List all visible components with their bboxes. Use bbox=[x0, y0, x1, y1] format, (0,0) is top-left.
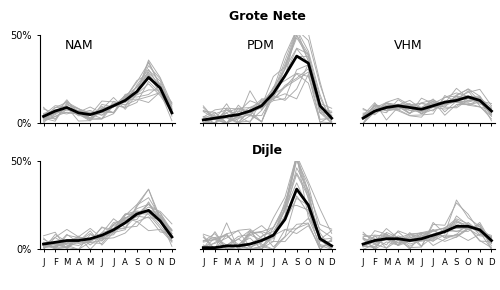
Text: VHM: VHM bbox=[394, 39, 422, 52]
Text: NAM: NAM bbox=[64, 39, 93, 52]
Text: Dijle: Dijle bbox=[252, 144, 283, 157]
Text: Grote Nete: Grote Nete bbox=[229, 10, 306, 23]
Text: PDM: PDM bbox=[247, 39, 275, 52]
